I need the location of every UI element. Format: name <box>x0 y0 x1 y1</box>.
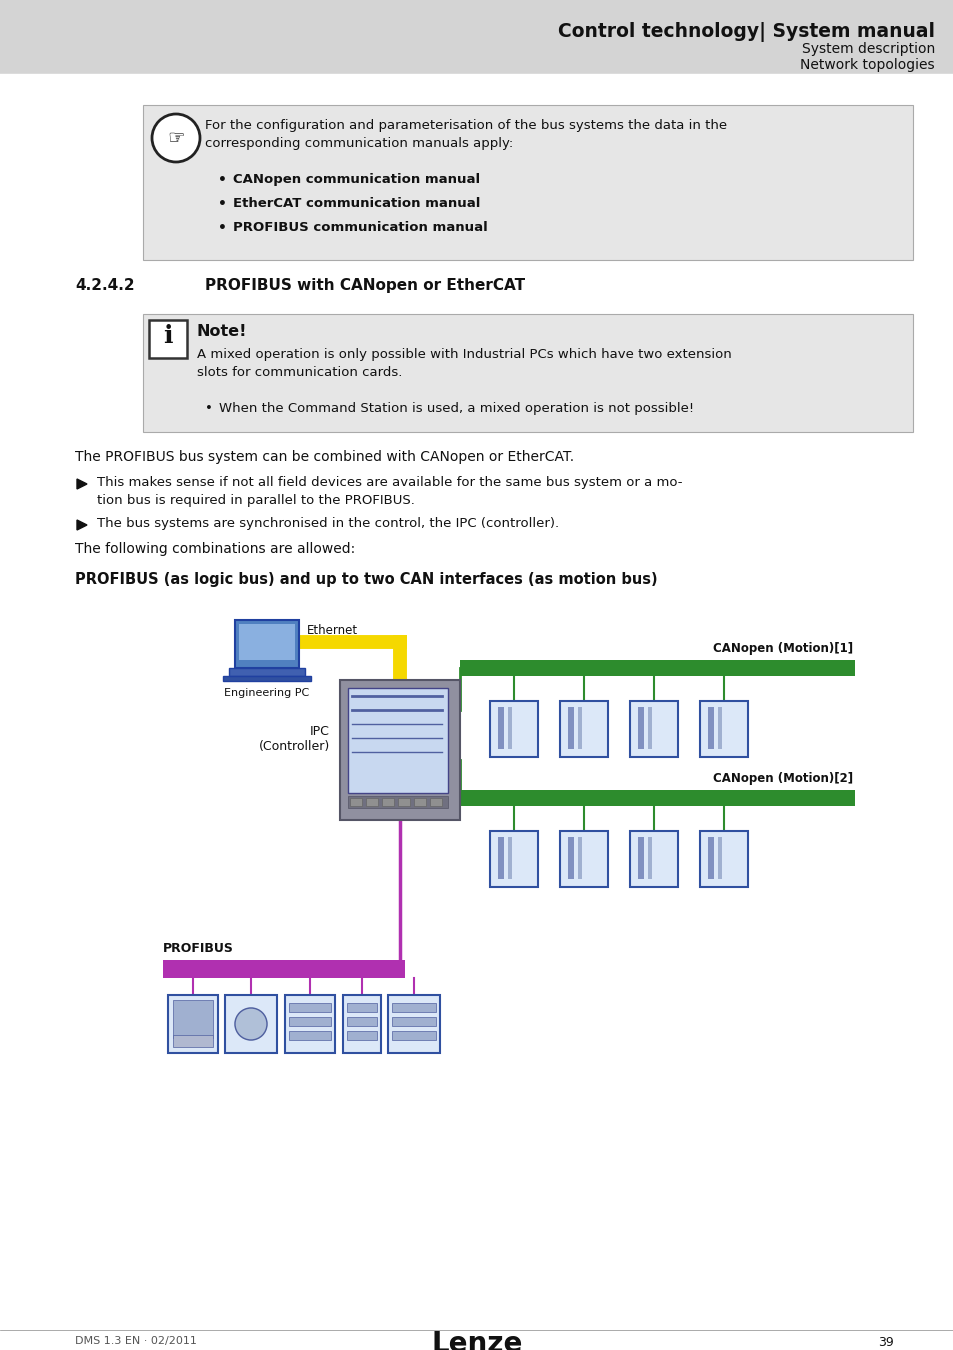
Bar <box>497 707 503 749</box>
Bar <box>567 707 574 749</box>
Polygon shape <box>77 520 87 531</box>
Text: The bus systems are synchronised in the control, the IPC (controller).: The bus systems are synchronised in the … <box>97 517 558 531</box>
Text: Lenze: Lenze <box>431 1330 522 1350</box>
Bar <box>381 798 394 806</box>
Text: The PROFIBUS bus system can be combined with CANopen or EtherCAT.: The PROFIBUS bus system can be combined … <box>75 450 574 464</box>
Bar <box>638 707 643 749</box>
Text: PROFIBUS: PROFIBUS <box>163 942 233 954</box>
Text: System description: System description <box>801 42 934 55</box>
Bar <box>289 1017 331 1026</box>
Bar <box>289 1031 331 1040</box>
Bar <box>567 837 574 879</box>
Bar <box>350 798 361 806</box>
Text: CANopen (Motion)[2]: CANopen (Motion)[2] <box>712 772 852 784</box>
Text: 39: 39 <box>877 1336 893 1349</box>
Circle shape <box>234 1008 267 1040</box>
Bar <box>718 837 721 879</box>
Bar <box>718 707 721 749</box>
Text: CANopen (Motion)[1]: CANopen (Motion)[1] <box>712 643 852 655</box>
Bar <box>430 798 441 806</box>
Bar <box>149 320 187 358</box>
Bar <box>507 707 512 749</box>
Text: ☞: ☞ <box>167 128 185 147</box>
Bar <box>392 1031 436 1040</box>
Text: i: i <box>163 324 172 348</box>
Bar <box>707 707 713 749</box>
Bar <box>234 620 298 668</box>
Bar <box>707 837 713 879</box>
Polygon shape <box>77 479 87 489</box>
Bar <box>629 701 678 757</box>
Text: •: • <box>218 173 227 188</box>
Text: A mixed operation is only possible with Industrial PCs which have two extension
: A mixed operation is only possible with … <box>196 348 731 378</box>
Bar <box>578 707 581 749</box>
Bar <box>339 680 459 819</box>
Text: Ethernet: Ethernet <box>307 624 357 637</box>
Bar <box>414 798 426 806</box>
Text: •: • <box>218 197 227 211</box>
Text: tion bus is required in parallel to the PROFIBUS.: tion bus is required in parallel to the … <box>97 494 415 508</box>
Bar <box>168 995 218 1053</box>
Bar <box>629 832 678 887</box>
Bar <box>497 837 503 879</box>
Bar <box>507 837 512 879</box>
Bar <box>638 837 643 879</box>
Text: •: • <box>218 221 227 235</box>
Bar <box>223 676 311 680</box>
Bar <box>559 832 607 887</box>
Bar <box>348 688 448 792</box>
Text: IPC: IPC <box>310 725 330 738</box>
Bar <box>392 1003 436 1012</box>
Bar <box>229 668 305 676</box>
Bar <box>347 1003 376 1012</box>
Text: Network topologies: Network topologies <box>800 58 934 72</box>
Bar <box>343 995 380 1053</box>
Text: For the configuration and parameterisation of the bus systems the data in the
co: For the configuration and parameterisati… <box>205 119 726 150</box>
Bar <box>397 798 410 806</box>
Bar <box>490 832 537 887</box>
Circle shape <box>152 113 200 162</box>
Bar <box>392 1017 436 1026</box>
Bar <box>348 796 448 809</box>
Text: •: • <box>205 402 213 414</box>
Bar <box>163 960 405 977</box>
Bar <box>285 995 335 1053</box>
Text: PROFIBUS communication manual: PROFIBUS communication manual <box>233 221 487 234</box>
Text: Engineering PC: Engineering PC <box>224 688 310 698</box>
Text: PROFIBUS with CANopen or EtherCAT: PROFIBUS with CANopen or EtherCAT <box>205 278 524 293</box>
Bar <box>239 624 294 660</box>
Text: PROFIBUS (as logic bus) and up to two CAN interfaces (as motion bus): PROFIBUS (as logic bus) and up to two CA… <box>75 572 657 587</box>
Text: When the Command Station is used, a mixed operation is not possible!: When the Command Station is used, a mixe… <box>219 402 694 414</box>
Text: Note!: Note! <box>196 324 247 339</box>
Bar <box>225 995 276 1053</box>
Text: 4.2.4.2: 4.2.4.2 <box>75 278 134 293</box>
Bar <box>578 837 581 879</box>
Text: DMS 1.3 EN · 02/2011: DMS 1.3 EN · 02/2011 <box>75 1336 196 1346</box>
Bar <box>366 798 377 806</box>
Bar <box>388 995 439 1053</box>
Text: CANopen communication manual: CANopen communication manual <box>233 173 479 186</box>
Bar <box>347 1017 376 1026</box>
Bar <box>490 701 537 757</box>
Bar <box>459 790 854 806</box>
Bar <box>559 701 607 757</box>
Bar <box>700 832 747 887</box>
Text: This makes sense if not all field devices are available for the same bus system : This makes sense if not all field device… <box>97 477 681 489</box>
Text: Control technology| System manual: Control technology| System manual <box>558 22 934 42</box>
Text: (Controller): (Controller) <box>258 740 330 753</box>
Bar <box>172 1035 213 1048</box>
Bar <box>700 701 747 757</box>
Bar <box>347 1031 376 1040</box>
Bar <box>647 707 651 749</box>
Bar <box>289 1003 331 1012</box>
Text: The following combinations are allowed:: The following combinations are allowed: <box>75 541 355 556</box>
Bar <box>0 0 953 76</box>
Bar <box>143 105 912 261</box>
Bar <box>459 660 854 676</box>
Bar <box>647 837 651 879</box>
Bar <box>143 315 912 432</box>
Bar <box>172 1000 213 1038</box>
Text: EtherCAT communication manual: EtherCAT communication manual <box>233 197 480 211</box>
